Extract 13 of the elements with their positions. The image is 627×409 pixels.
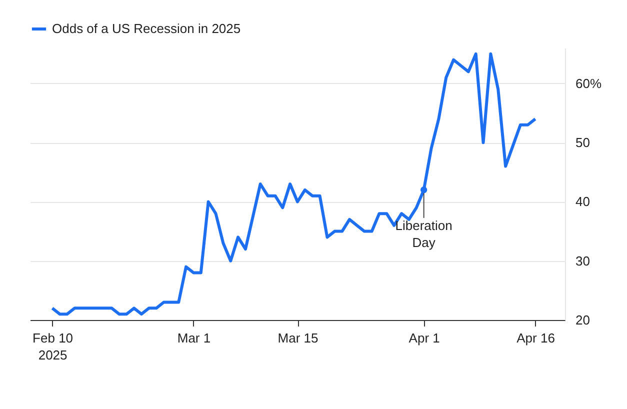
y-tick-label: 20 [576, 312, 590, 328]
x-tick-label: Apr 16 [516, 330, 555, 346]
x-tick-label: Feb 10 2025 [32, 330, 74, 362]
y-tick-label: 40 [576, 194, 590, 210]
y-tick-label: 30 [576, 253, 590, 268]
y-tick-label: 60% [576, 76, 602, 91]
annotation: Liberation Day [395, 218, 452, 250]
y-tick-label: 50 [576, 135, 590, 150]
x-tick-label: Apr 1 [408, 330, 440, 346]
x-tick-label: Mar 1 [177, 330, 211, 346]
legend-label: Odds of a US Recession in 2025 [52, 21, 241, 36]
x-tick-label: Mar 15 [278, 330, 318, 346]
line-series [50, 52, 537, 316]
